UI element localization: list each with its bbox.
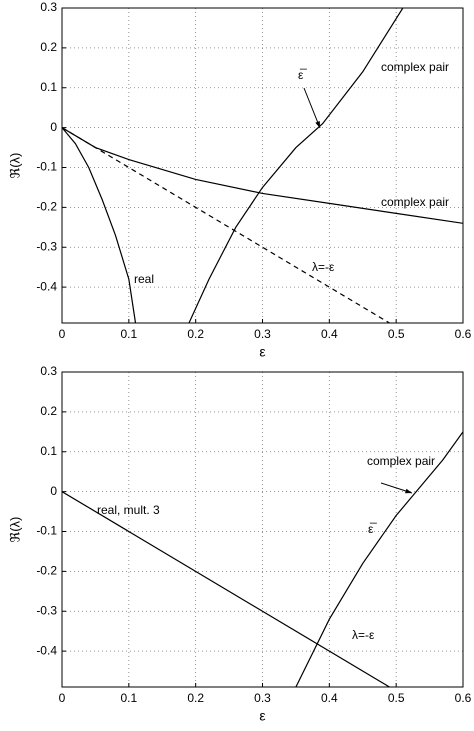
y-tick-label: -0.2 bbox=[36, 200, 57, 214]
arrow bbox=[303, 87, 321, 129]
x-tick-label: 0 bbox=[59, 327, 66, 341]
annotation: real, mult. 3 bbox=[97, 503, 160, 517]
annotation: λ=-ε bbox=[352, 628, 375, 642]
y-tick-label: -0.1 bbox=[36, 524, 57, 538]
x-tick-label: 0.4 bbox=[321, 691, 338, 705]
annotation: real bbox=[134, 272, 154, 286]
y-axis-label: ℜ(λ) bbox=[7, 153, 22, 179]
y-tick-label: 0 bbox=[50, 120, 57, 134]
curve bbox=[62, 127, 137, 323]
x-axis-label: ε bbox=[259, 344, 265, 360]
axes-box bbox=[61, 7, 464, 324]
x-tick-label: 0.1 bbox=[120, 691, 137, 705]
y-tick-label: 0.3 bbox=[40, 364, 57, 378]
x-tick-label: 0.5 bbox=[388, 691, 405, 705]
y-axis-label: ℜ(λ) bbox=[7, 517, 22, 543]
x-tick-label: 0.2 bbox=[187, 327, 204, 341]
curve bbox=[295, 431, 463, 687]
y-tick-label: 0.3 bbox=[40, 0, 57, 14]
annotation: complex pair bbox=[381, 60, 449, 74]
y-tick-label: -0.2 bbox=[36, 564, 57, 578]
arrow-head bbox=[315, 121, 320, 128]
y-tick-label: -0.4 bbox=[36, 279, 57, 293]
annotation: λ=-ε bbox=[312, 260, 335, 274]
x-tick-label: 0.5 bbox=[388, 327, 405, 341]
annotation: complex pair bbox=[381, 195, 449, 209]
annotation: ε̅ bbox=[368, 522, 377, 536]
x-tick-label: 0.6 bbox=[455, 691, 472, 705]
axes-box bbox=[61, 371, 464, 688]
y-tick-label: 0.1 bbox=[40, 444, 57, 458]
arrow-head bbox=[405, 488, 412, 494]
y-tick-label: 0 bbox=[50, 484, 57, 498]
y-tick-label: -0.3 bbox=[36, 239, 57, 253]
curve bbox=[62, 127, 390, 323]
y-tick-label: -0.1 bbox=[36, 160, 57, 174]
x-tick-label: 0.2 bbox=[187, 691, 204, 705]
x-tick-label: 0.4 bbox=[321, 327, 338, 341]
y-tick-label: -0.4 bbox=[36, 643, 57, 657]
y-tick-label: 0.1 bbox=[40, 80, 57, 94]
x-tick-label: 0.1 bbox=[120, 327, 137, 341]
x-tick-label: 0.6 bbox=[455, 327, 472, 341]
y-tick-label: 0.2 bbox=[40, 40, 57, 54]
y-tick-label: 0.2 bbox=[40, 404, 57, 418]
curve bbox=[62, 127, 463, 224]
curve bbox=[188, 8, 404, 323]
x-tick-label: 0.3 bbox=[254, 327, 271, 341]
annotation: complex pair bbox=[367, 454, 435, 468]
y-tick-label: -0.3 bbox=[36, 603, 57, 617]
x-axis-label: ε bbox=[259, 708, 265, 724]
x-tick-label: 0 bbox=[59, 691, 66, 705]
annotation: ε̅ bbox=[298, 68, 307, 82]
curve bbox=[62, 491, 390, 687]
x-tick-label: 0.3 bbox=[254, 691, 271, 705]
